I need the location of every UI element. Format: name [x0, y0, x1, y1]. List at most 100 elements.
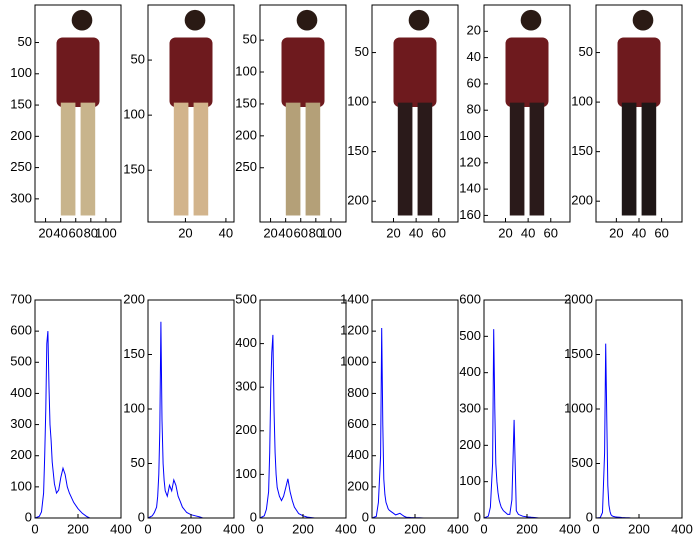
y-tick-label: 140 [459, 181, 481, 196]
y-tick-label: 40 [467, 49, 481, 64]
x-tick-label: 40 [521, 225, 535, 240]
head [632, 9, 654, 31]
x-tick-label: 400 [671, 521, 693, 536]
torso [505, 37, 549, 107]
x-tick-label: 200 [628, 521, 650, 536]
y-tick-label: 300 [235, 379, 257, 394]
y-tick-label: 50 [131, 455, 145, 470]
y-tick-label: 1500 [564, 346, 593, 361]
y-tick-label: 300 [10, 416, 32, 431]
y-tick-label: 1000 [340, 354, 369, 369]
y-tick-label: 100 [123, 400, 145, 415]
x-tick-label: 100 [320, 225, 342, 240]
x-tick-label: 400 [110, 521, 132, 536]
y-tick-label: 150 [235, 95, 257, 110]
x-tick-label: 40 [219, 225, 233, 240]
x-tick-label: 200 [404, 521, 426, 536]
y-tick-label: 0 [250, 509, 257, 524]
x-tick-label: 200 [180, 521, 202, 536]
y-tick-label: 160 [459, 207, 481, 222]
y-tick-label: 100 [571, 94, 593, 109]
x-tick-label: 400 [223, 521, 245, 536]
x-tick-label: 0 [144, 521, 151, 536]
torso [617, 37, 661, 107]
y-tick-label: 250 [10, 159, 32, 174]
head [184, 9, 206, 31]
y-tick-label: 500 [459, 328, 481, 343]
y-tick-label: 500 [571, 455, 593, 470]
y-tick-label: 150 [123, 162, 145, 177]
axes-box [371, 4, 459, 223]
left-leg [173, 102, 189, 216]
head [71, 9, 93, 31]
y-tick-label: 600 [10, 323, 32, 338]
x-tick-label: 60 [544, 225, 558, 240]
histogram-line [259, 334, 315, 519]
x-tick-label: 40 [409, 225, 423, 240]
y-tick-label: 100 [235, 466, 257, 481]
y-tick-label: 50 [579, 44, 593, 59]
y-tick-label: 250 [235, 159, 257, 174]
person-image [505, 9, 549, 216]
person-image [281, 9, 325, 216]
histogram-line [147, 321, 203, 519]
y-tick-label: 1400 [340, 291, 369, 306]
left-leg [60, 102, 76, 216]
y-tick-label: 100 [123, 107, 145, 122]
x-tick-label: 40 [632, 225, 646, 240]
axes-box [371, 299, 459, 519]
right-leg [641, 102, 657, 216]
person-image [56, 9, 100, 216]
y-tick-label: 100 [10, 65, 32, 80]
left-leg [509, 102, 525, 216]
y-tick-label: 200 [123, 291, 145, 306]
left-leg [397, 102, 413, 216]
x-tick-label: 200 [67, 521, 89, 536]
y-tick-label: 1000 [564, 400, 593, 415]
y-tick-label: 100 [459, 473, 481, 488]
x-tick-label: 0 [592, 521, 599, 536]
y-tick-label: 200 [571, 193, 593, 208]
torso [56, 37, 100, 107]
axes-box [34, 4, 122, 223]
x-tick-label: 60 [654, 225, 668, 240]
x-tick-label: 400 [559, 521, 581, 536]
y-tick-label: 50 [243, 32, 257, 47]
y-tick-label: 500 [235, 291, 257, 306]
y-tick-label: 400 [10, 385, 32, 400]
y-tick-label: 500 [10, 354, 32, 369]
y-tick-label: 200 [347, 193, 369, 208]
x-tick-label: 20 [178, 225, 192, 240]
y-tick-label: 600 [347, 416, 369, 431]
y-tick-label: 200 [10, 447, 32, 462]
y-tick-label: 200 [347, 478, 369, 493]
histogram-line [483, 329, 539, 519]
head [408, 9, 430, 31]
axes-box [259, 4, 347, 223]
x-tick-label: 60 [69, 225, 83, 240]
axes-box [595, 299, 683, 519]
x-tick-label: 40 [53, 225, 67, 240]
x-tick-label: 80 [84, 225, 98, 240]
left-leg [621, 102, 637, 216]
left-leg [285, 102, 301, 216]
x-tick-label: 40 [278, 225, 292, 240]
y-tick-label: 50 [18, 34, 32, 49]
x-tick-label: 60 [294, 225, 308, 240]
torso [393, 37, 437, 107]
person-image [169, 9, 213, 216]
y-tick-label: 200 [235, 127, 257, 142]
y-tick-label: 50 [355, 44, 369, 59]
right-leg [80, 102, 96, 216]
right-leg [305, 102, 321, 216]
x-tick-label: 80 [309, 225, 323, 240]
y-tick-label: 150 [123, 346, 145, 361]
head [520, 9, 542, 31]
x-tick-label: 20 [263, 225, 277, 240]
y-tick-label: 100 [347, 94, 369, 109]
y-tick-label: 20 [467, 23, 481, 38]
y-tick-label: 120 [459, 154, 481, 169]
x-tick-label: 20 [386, 225, 400, 240]
histogram-line [371, 327, 427, 519]
